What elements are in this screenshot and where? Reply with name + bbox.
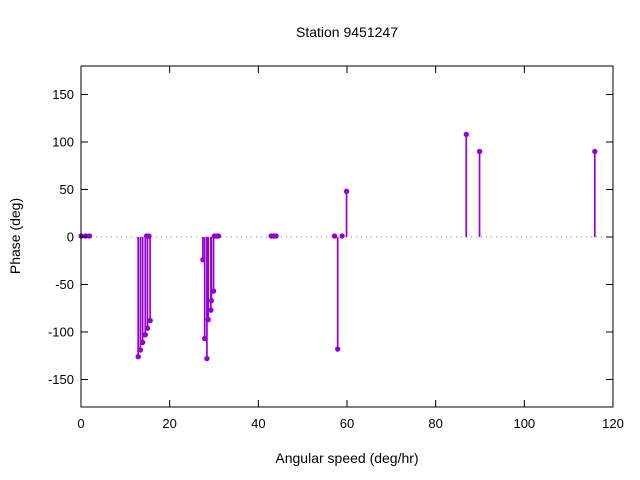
data-point: [339, 233, 345, 239]
data-point: [208, 307, 214, 313]
x-axis-label: Angular speed (deg/hr): [275, 450, 418, 466]
x-tick-label: 0: [77, 416, 84, 431]
data-point: [135, 353, 141, 360]
chart-title: Station 9451247: [296, 24, 398, 40]
y-tick-label: 150: [52, 87, 74, 102]
y-tick-label: 50: [60, 182, 74, 197]
data-point: [334, 346, 341, 352]
data-point: [210, 288, 217, 294]
x-tick-label: 100: [513, 416, 535, 431]
data-point: [147, 317, 153, 324]
y-tick-label: -150: [48, 372, 74, 387]
data-point: [273, 233, 279, 239]
x-tick-label: 20: [162, 416, 176, 431]
data-point: [201, 335, 208, 342]
data-point: [204, 355, 210, 362]
data-point: [592, 148, 598, 155]
y-tick-label: 100: [52, 134, 74, 149]
data-point: [137, 347, 144, 353]
x-tick-label: 60: [340, 416, 354, 431]
data-point: [463, 131, 469, 138]
x-tick-label: 40: [251, 416, 265, 431]
data-point: [142, 332, 148, 338]
data-point: [205, 316, 211, 323]
data-point: [215, 233, 222, 239]
y-axis-label: Phase (deg): [7, 198, 23, 274]
data-point: [139, 339, 146, 346]
data-point: [476, 148, 483, 155]
y-tick-label: -100: [48, 324, 74, 339]
data-point: [144, 325, 151, 331]
plot-area: 0 20 40 60 80 100 120 -150 -100 -50 0 50 100 150: [48, 65, 624, 431]
x-tick-label: 80: [428, 416, 442, 431]
y-tick-label: 0: [67, 229, 74, 244]
data-point: [331, 233, 338, 239]
data-point: [343, 188, 350, 195]
y-tick-label: -50: [55, 277, 74, 292]
data-point: [86, 233, 93, 239]
data-point: [146, 233, 152, 239]
x-tick-label: 120: [602, 416, 624, 431]
data-point: [208, 297, 215, 304]
